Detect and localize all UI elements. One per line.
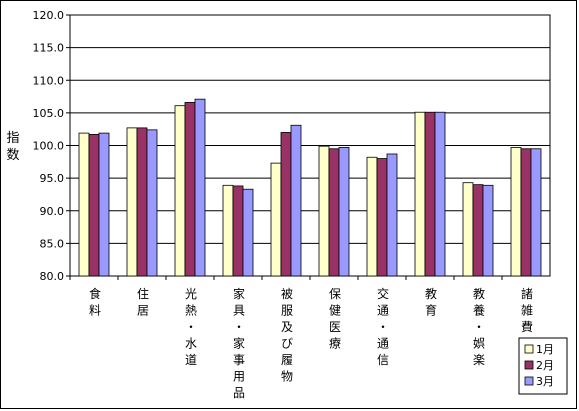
y-tick-label: 85.0 (40, 237, 65, 250)
bar-1 (270, 162, 282, 277)
bar-1 (462, 182, 474, 277)
category-label: 住居 (137, 287, 149, 318)
legend-swatch (524, 376, 534, 386)
bar-3 (146, 129, 158, 277)
category-label: 諸雑費 (521, 286, 533, 334)
category-label: 教育 (425, 286, 437, 318)
bar-3 (338, 147, 350, 277)
bar-2 (88, 134, 100, 277)
y-axis-ticks: 80.0 85.0 90.0 95.0 100.0 105.0 110.0 115.0 120.… (33, 9, 70, 283)
bar-1 (318, 145, 330, 277)
bar-3 (482, 184, 494, 277)
y-tick-label: 80.0 (40, 270, 65, 283)
legend-swatch (524, 360, 534, 370)
category-label: 家具・家事用品 (233, 286, 245, 400)
bar-2 (472, 184, 484, 277)
bar-1 (126, 127, 138, 277)
bar-2 (376, 158, 388, 277)
legend-swatch (524, 344, 534, 354)
bar-3 (242, 188, 254, 277)
bar-2 (520, 148, 532, 277)
category-label: 交通・通信 (377, 286, 389, 367)
y-tick-label: 110.0 (33, 74, 65, 87)
category-label: 被服及び履物 (281, 287, 293, 384)
bar-1 (222, 184, 234, 277)
legend-label: 2月 (536, 359, 554, 372)
category-label: 教養・娯楽 (473, 286, 485, 367)
y-tick-label: 95.0 (40, 172, 65, 185)
y-tick-label: 115.0 (33, 42, 65, 55)
bar-2 (136, 127, 148, 277)
category-labels: 食料 住居 光熱・水道 家具・家事用品 被服及び履物 保健医療 交通・通信 教育 教養・娯楽 諸雑… (89, 286, 533, 400)
y-axis-label: 指数 (6, 131, 19, 163)
bar-2 (232, 185, 244, 277)
bar-3 (386, 153, 398, 277)
bar-3 (290, 124, 302, 277)
bar-2 (184, 102, 196, 277)
y-tick-label: 105.0 (33, 107, 65, 120)
category-label: 食料 (89, 286, 101, 318)
y-tick-label: 90.0 (40, 205, 65, 218)
bar-2 (328, 148, 340, 277)
bar-3 (530, 148, 542, 277)
bar-3 (98, 132, 110, 277)
category-label: 保健医療 (329, 287, 341, 351)
y-axis-title: 指数 (6, 131, 19, 163)
bars (69, 98, 542, 280)
bar-1 (510, 147, 522, 277)
bar-1 (366, 156, 378, 277)
category-label: 光熱・水道 (185, 287, 197, 367)
bar-2 (424, 111, 436, 277)
legend-label: 3月 (536, 375, 554, 388)
bar-3 (194, 98, 206, 277)
legend-label: 1月 (536, 343, 554, 356)
bar-2 (280, 132, 292, 277)
bar-1 (414, 111, 426, 277)
bar-1 (78, 132, 90, 277)
y-tick-label: 100.0 (33, 140, 65, 153)
bar-1 (174, 105, 186, 277)
bar-3 (434, 111, 446, 277)
y-tick-label: 120.0 (33, 9, 65, 22)
legend: 1月 2月 3月 (518, 337, 568, 395)
